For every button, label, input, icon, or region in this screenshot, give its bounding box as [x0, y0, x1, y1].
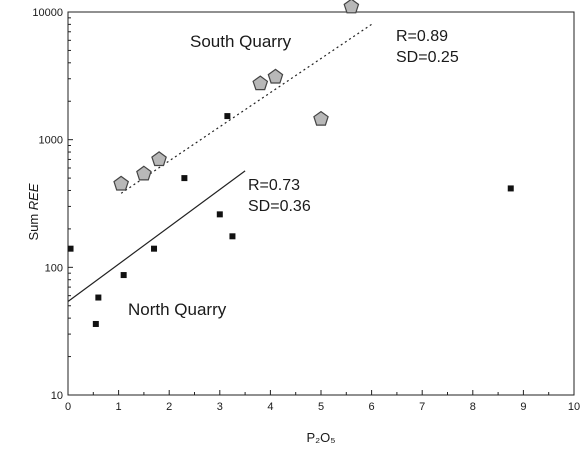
y-tick-label: 100 — [45, 262, 63, 274]
x-tick-label: 6 — [369, 401, 375, 413]
north-quarry-label: North Quarry — [128, 300, 227, 319]
south-quarry-point — [136, 165, 152, 181]
x-tick-label: 2 — [166, 401, 172, 413]
x-axis-title: P₂O₅ — [306, 430, 335, 445]
north-quarry-point — [95, 294, 102, 301]
north-quarry-r-value: R=0.73 — [248, 177, 300, 194]
y-axis-title-prefix: Sum — [26, 210, 41, 240]
north-quarry-point — [181, 175, 188, 182]
north-quarry-point — [67, 245, 74, 252]
north-quarry-point — [151, 245, 158, 252]
south-quarry-label: South Quarry — [190, 32, 292, 51]
north-quarry-fit-line — [67, 170, 246, 302]
north-quarry-point — [216, 211, 223, 218]
north-quarry-point — [92, 320, 99, 327]
x-tick-label: 5 — [318, 401, 324, 413]
south-quarry-point — [252, 75, 269, 91]
north-quarry-point — [120, 272, 127, 279]
x-tick-label: 0 — [65, 401, 71, 413]
south-quarry-point — [113, 175, 130, 191]
y-axis: 10 100 1000 10000 — [32, 7, 73, 402]
south-quarry-r-value: R=0.89 — [396, 28, 448, 45]
x-tick-label: 4 — [267, 401, 273, 413]
south-quarry-sd-value: SD=0.25 — [396, 49, 459, 66]
x-tick-label: 3 — [217, 401, 223, 413]
x-tick-label: 9 — [520, 401, 526, 413]
north-quarry-point — [507, 185, 514, 192]
x-tick-label: 8 — [470, 401, 476, 413]
y-axis-title-emphasis: REE — [26, 183, 41, 210]
data-points — [67, 0, 514, 327]
y-tick-label: 10000 — [32, 7, 63, 19]
x-axis: 0 1 2 3 4 5 6 7 8 9 10 — [65, 390, 580, 413]
x-tick-label: 10 — [568, 401, 580, 413]
north-quarry-point — [229, 233, 236, 240]
north-quarry-point — [224, 113, 231, 120]
north-quarry-sd-value: SD=0.36 — [248, 198, 311, 215]
x-tick-label: 7 — [419, 401, 425, 413]
y-tick-label: 10 — [51, 390, 63, 402]
south-quarry-point — [151, 151, 167, 167]
y-tick-label: 1000 — [39, 135, 63, 147]
plot-frame — [67, 11, 575, 396]
south-quarry-point — [313, 110, 329, 126]
south-quarry-point — [343, 0, 360, 14]
y-axis-title: Sum REE — [26, 183, 41, 240]
south-quarry-point — [267, 68, 284, 84]
regression-lines — [67, 23, 372, 302]
x-tick-label: 1 — [116, 401, 122, 413]
